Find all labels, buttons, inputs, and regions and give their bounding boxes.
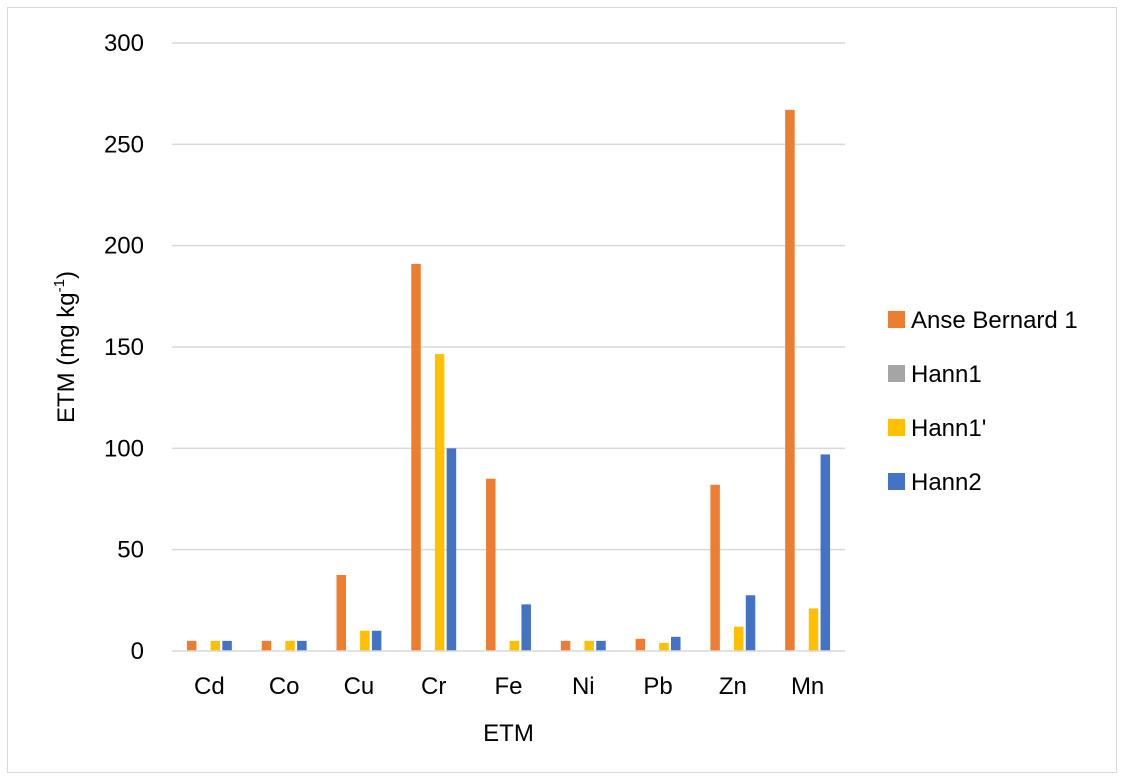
bar — [486, 478, 496, 651]
gridlines — [172, 42, 845, 551]
bar — [560, 640, 571, 651]
x-axis-title: ETM — [483, 720, 534, 747]
y-axis-ticks: 0 50 100 150 200 250 300 — [104, 30, 144, 665]
x-tick-label: Pb — [643, 673, 672, 700]
y-tick-label: 200 — [104, 233, 144, 260]
legend-label: Hann1' — [911, 415, 986, 442]
bar — [584, 640, 594, 651]
y-tick-label: 0 — [131, 638, 144, 665]
bar — [360, 630, 370, 651]
bar — [671, 636, 681, 651]
bar — [411, 263, 421, 651]
bars — [186, 109, 831, 651]
y-axis-title-sup: -1 — [51, 279, 68, 292]
bar — [336, 575, 346, 651]
bar — [446, 448, 457, 651]
bar — [434, 354, 445, 651]
bar — [222, 640, 232, 651]
x-tick-label: Zn — [719, 673, 747, 700]
x-tick-label: Mn — [791, 673, 824, 700]
x-tick-label: Cr — [421, 673, 446, 700]
bar — [261, 640, 272, 651]
y-tick-label: 100 — [104, 435, 144, 462]
legend-swatch — [888, 311, 905, 328]
legend-label: Anse Bernard 1 — [911, 307, 1078, 334]
x-tick-label: Fe — [494, 673, 522, 700]
x-tick-label: Cd — [194, 673, 225, 700]
x-tick-label: Co — [269, 673, 300, 700]
x-tick-label: Ni — [572, 673, 595, 700]
bar — [785, 109, 795, 651]
x-tick-label: Cu — [344, 673, 375, 700]
legend-swatch — [888, 419, 905, 436]
y-axis-title-main: ETM (mg kg — [53, 292, 80, 423]
bar — [521, 604, 531, 651]
bar — [596, 640, 606, 651]
bar — [710, 484, 720, 651]
legend-swatch — [888, 365, 905, 382]
bar — [371, 630, 382, 651]
bar — [745, 595, 756, 651]
bar — [808, 608, 819, 651]
bar — [733, 626, 744, 651]
x-axis-ticks: Cd Co Cu Cr Fe Ni Pb Zn Mn — [194, 673, 824, 700]
legend: Anse Bernard 1 Hann1 Hann1' Hann2 — [888, 307, 1078, 496]
y-tick-label: 150 — [104, 334, 144, 361]
legend-label: Hann2 — [911, 469, 982, 496]
bar — [186, 640, 197, 651]
y-axis-title-close: ) — [53, 271, 80, 279]
bar — [659, 642, 669, 651]
bar — [285, 640, 295, 651]
y-axis-title: ETM (mg kg-1) — [51, 271, 80, 423]
y-tick-label: 50 — [117, 537, 144, 564]
bar — [820, 454, 831, 651]
bar — [297, 640, 307, 651]
bar — [210, 640, 221, 651]
bar — [509, 640, 520, 651]
legend-label: Hann1 — [911, 361, 982, 388]
legend-swatch — [888, 473, 905, 490]
y-tick-label: 300 — [104, 30, 144, 57]
bar — [635, 638, 646, 651]
y-tick-label: 250 — [104, 131, 144, 158]
